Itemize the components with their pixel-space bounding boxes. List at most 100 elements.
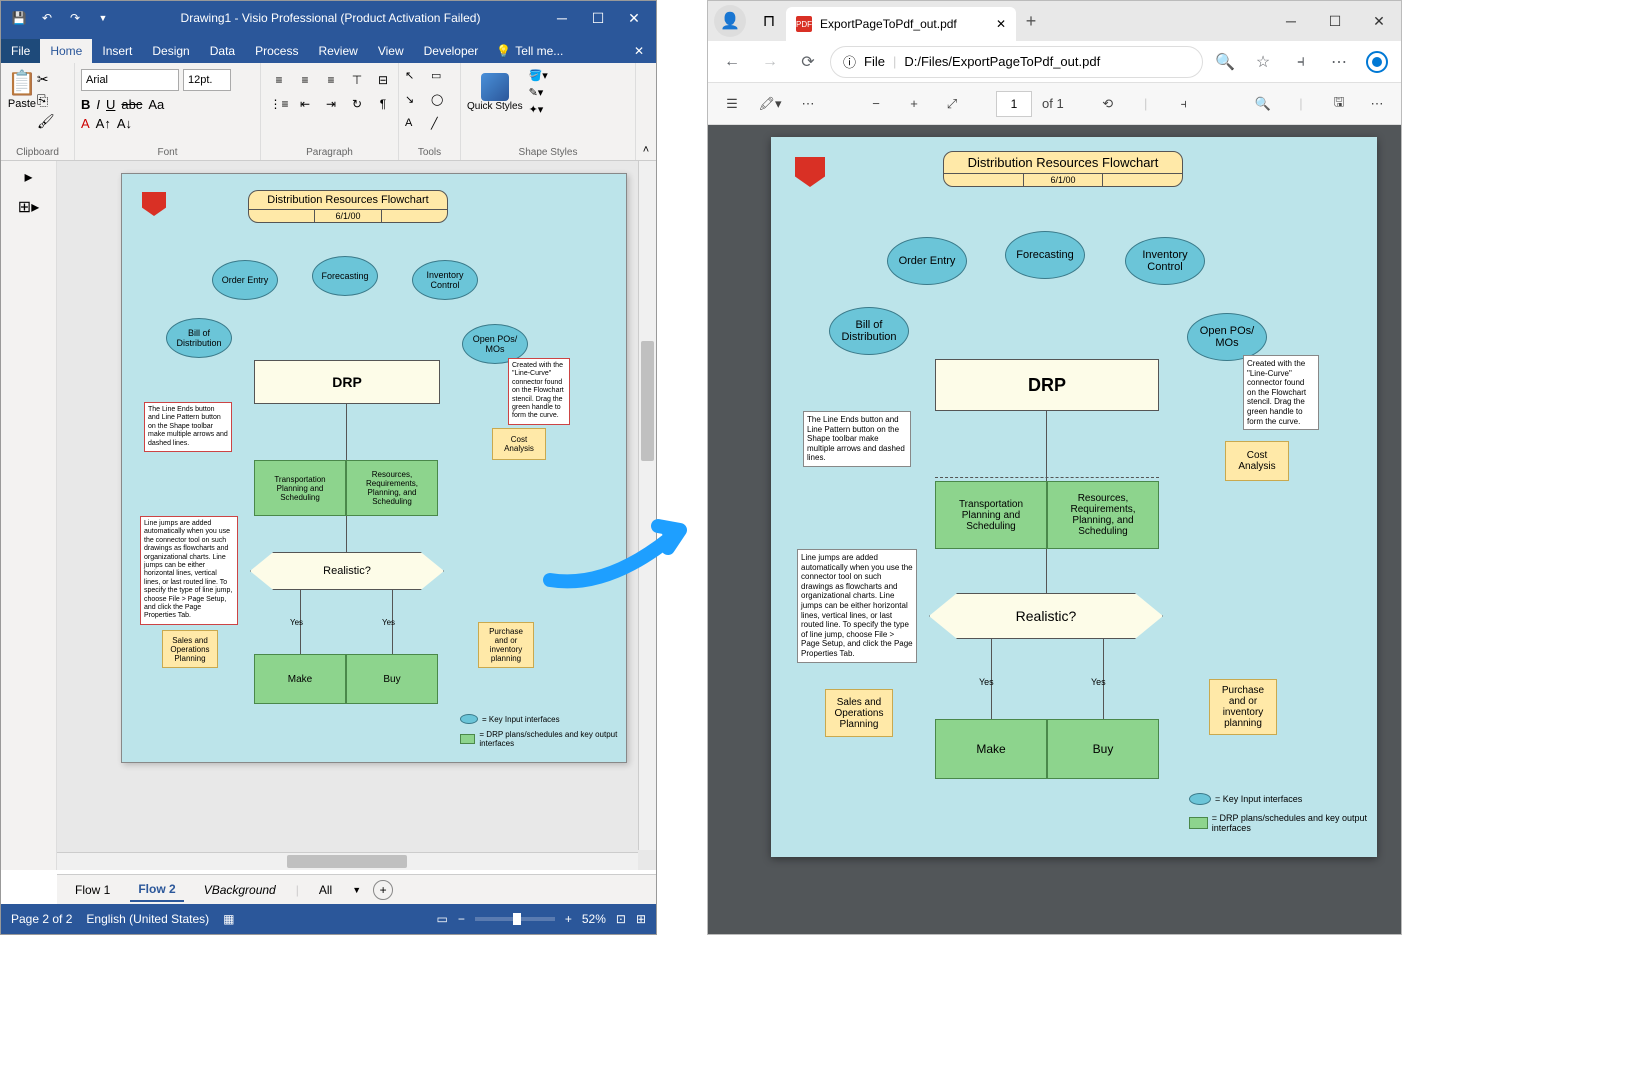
undo-icon[interactable]: ↶ <box>33 4 61 32</box>
browser-tab[interactable]: PDF ExportPageToPdf_out.pdf ✕ <box>786 7 1016 41</box>
stencil-icon[interactable]: ⊞▸ <box>18 197 39 217</box>
refresh-button[interactable]: ⟳ <box>792 46 824 78</box>
url-field[interactable]: ⓘ File | D:/Files/ExportPageToPdf_out.pd… <box>830 46 1203 78</box>
tab-insert[interactable]: Insert <box>92 39 142 63</box>
save-icon[interactable]: 🖫 <box>1325 90 1353 118</box>
minimize-button[interactable]: ─ <box>544 3 580 33</box>
all-dropdown-icon[interactable]: ▼ <box>352 885 361 895</box>
indent-inc-button[interactable]: ⇥ <box>319 93 343 115</box>
paste-button[interactable]: 📋 Paste <box>7 65 37 130</box>
strike-button[interactable]: abc <box>121 97 142 112</box>
scroll-thumb[interactable] <box>287 855 407 868</box>
contents-icon[interactable]: ☰ <box>718 90 746 118</box>
qat-dropdown-icon[interactable]: ▼ <box>89 4 117 32</box>
page-tab-all[interactable]: All <box>311 879 340 901</box>
save-icon[interactable]: 💾 <box>5 4 33 32</box>
shapes-expand-icon[interactable]: ▸ <box>24 167 32 187</box>
fit-page-icon[interactable]: ⊡ <box>616 912 626 926</box>
text-tool-icon[interactable]: A <box>405 117 429 139</box>
tab-close-icon[interactable]: ✕ <box>996 17 1006 31</box>
macro-icon[interactable]: ▦ <box>223 912 234 926</box>
page-tab-vbg[interactable]: VBackground <box>196 879 284 901</box>
align-center-button[interactable]: ≡ <box>293 69 317 91</box>
page-view-icon[interactable]: ⫞ <box>1170 90 1198 118</box>
highlight-icon[interactable]: 🖍▾ <box>756 90 784 118</box>
pdf-viewer[interactable]: Distribution Resources Flowchart 6/1/00 … <box>708 125 1401 934</box>
tab-home[interactable]: Home <box>40 39 92 63</box>
page-number-input[interactable] <box>996 91 1032 117</box>
search-icon[interactable]: 🔍 <box>1249 90 1277 118</box>
align-top-button[interactable]: ⊤ <box>345 69 369 91</box>
presentation-icon[interactable]: ▭ <box>436 912 447 926</box>
font-grow-button[interactable]: A↑ <box>96 116 111 131</box>
zoom-out-button[interactable]: − <box>458 912 465 926</box>
horizontal-scrollbar[interactable] <box>57 852 638 870</box>
line-tool-icon[interactable]: ╱ <box>431 117 455 139</box>
bullets-button[interactable]: ⋮≡ <box>267 93 291 115</box>
font-name-select[interactable] <box>81 69 179 91</box>
zoom-out-icon[interactable]: − <box>862 90 890 118</box>
rotate-button[interactable]: ↻ <box>345 93 369 115</box>
scroll-thumb[interactable] <box>641 341 654 461</box>
close-button[interactable]: ✕ <box>616 3 652 33</box>
page-tab-flow2[interactable]: Flow 2 <box>130 878 183 902</box>
connector-tool-icon[interactable]: ↘ <box>405 93 429 115</box>
font-size-select[interactable] <box>183 69 231 91</box>
format-painter-icon[interactable]: 🖌 <box>37 113 55 130</box>
favorite-icon[interactable]: ☆ <box>1247 46 1279 78</box>
tell-me-search[interactable]: 💡 Tell me... <box>488 39 571 63</box>
menu-icon[interactable]: ⋯ <box>1323 46 1355 78</box>
tab-view[interactable]: View <box>368 39 414 63</box>
zoom-icon[interactable]: 🔍 <box>1209 46 1241 78</box>
align-mid-button[interactable]: ⊟ <box>371 69 395 91</box>
redo-icon[interactable]: ↷ <box>61 4 89 32</box>
rect-tool-icon[interactable]: ▭ <box>431 69 455 91</box>
italic-button[interactable]: I <box>96 97 100 112</box>
copy-icon[interactable]: ⎘ <box>37 92 55 109</box>
quick-styles-button[interactable]: Quick Styles <box>467 73 523 112</box>
line-button[interactable]: ✎▾ <box>529 86 548 99</box>
add-page-button[interactable]: + <box>373 880 393 900</box>
align-right-button[interactable]: ≡ <box>319 69 343 91</box>
text-case-button[interactable]: Aa <box>148 97 164 112</box>
align-left-button[interactable]: ≡ <box>267 69 291 91</box>
new-tab-button[interactable]: + <box>1016 11 1046 32</box>
font-color-button[interactable]: A <box>81 116 90 131</box>
edge-close-button[interactable]: ✕ <box>1357 1 1401 41</box>
tab-data[interactable]: Data <box>200 39 245 63</box>
bold-button[interactable]: B <box>81 97 90 112</box>
profile-icon[interactable]: 👤 <box>714 5 746 37</box>
zoom-in-button[interactable]: + <box>565 912 572 926</box>
zoom-slider[interactable] <box>475 917 555 921</box>
tab-actions-icon[interactable]: ⊓ <box>752 4 786 38</box>
ellipse-tool-icon[interactable]: ◯ <box>431 93 455 115</box>
back-button[interactable]: ← <box>716 46 748 78</box>
pdf-menu-icon[interactable]: ⋯ <box>1363 90 1391 118</box>
tab-review[interactable]: Review <box>308 39 367 63</box>
edge-minimize-button[interactable]: ─ <box>1269 1 1313 41</box>
copilot-icon[interactable] <box>1361 46 1393 78</box>
tab-design[interactable]: Design <box>142 39 199 63</box>
split-icon[interactable]: ⫞ <box>1285 46 1317 78</box>
info-icon[interactable]: ⓘ <box>843 52 856 71</box>
para-more-button[interactable]: ¶ <box>371 93 395 115</box>
ribbon-expand-button[interactable]: ˄ <box>636 63 656 160</box>
effects-button[interactable]: ✦▾ <box>529 103 548 116</box>
edge-maximize-button[interactable]: ☐ <box>1313 1 1357 41</box>
pointer-tool-icon[interactable]: ↖ <box>405 69 429 91</box>
zoom-level[interactable]: 52% <box>582 912 606 926</box>
tab-process[interactable]: Process <box>245 39 308 63</box>
underline-button[interactable]: U <box>106 97 115 112</box>
font-shrink-button[interactable]: A↓ <box>117 116 132 131</box>
more-tools-icon[interactable]: ⋯ <box>794 90 822 118</box>
cut-icon[interactable]: ✂ <box>37 71 55 88</box>
rotate-icon[interactable]: ⟲ <box>1094 90 1122 118</box>
tab-developer[interactable]: Developer <box>414 39 489 63</box>
indent-dec-button[interactable]: ⇤ <box>293 93 317 115</box>
fit-icon[interactable]: ⤢ <box>938 90 966 118</box>
ribbon-collapse-button[interactable]: ✕ <box>622 39 656 63</box>
file-tab[interactable]: File <box>1 39 40 63</box>
fill-button[interactable]: 🪣▾ <box>529 69 548 82</box>
maximize-button[interactable]: ☐ <box>580 3 616 33</box>
language-indicator[interactable]: English (United States) <box>86 912 209 926</box>
